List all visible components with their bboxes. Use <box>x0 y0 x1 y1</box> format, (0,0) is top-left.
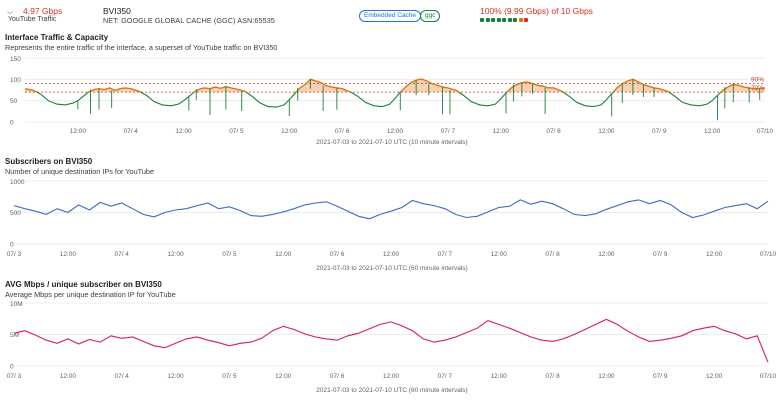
throughput-value: 4.97 Gbps <box>23 6 63 16</box>
x-tick-label: 12:00 <box>281 128 298 135</box>
x-tick-label: 12:00 <box>598 251 615 258</box>
y-tick-label: 10M <box>10 301 23 308</box>
x-tick-label: 07/ 7 <box>441 128 456 135</box>
threshold-label: 90% <box>751 77 764 84</box>
x-tick-label: 12:00 <box>491 373 508 380</box>
y-tick-label: 5M <box>10 332 19 339</box>
y-tick-label: 0 <box>10 242 14 249</box>
x-tick-label: 07/ 8 <box>545 373 560 380</box>
y-tick-label: 150 <box>10 56 21 63</box>
x-tick-label: 07/10 <box>757 128 774 135</box>
avg-mbps-chart[interactable]: 10M 5M 0 07/ 3 12:00 07/ 4 12:00 07/ 5 12:00 07/ … <box>0 298 780 398</box>
x-tick-label: 07/ 3 <box>7 251 22 258</box>
y-tick-label: 500 <box>10 210 21 217</box>
x-tick-label: 12:00 <box>167 373 184 380</box>
x-tick-label: 07/ 9 <box>653 373 668 380</box>
utilization-block <box>491 18 495 22</box>
x-tick-label: 12:00 <box>598 128 615 135</box>
utilization-blocks <box>480 18 530 24</box>
x-tick-label: 07/ 8 <box>546 128 561 135</box>
subscribers-section-title: Subscribers on BVI350 <box>5 157 93 166</box>
x-tick-label: 07/10 <box>760 251 777 258</box>
avg-mbps-section-title: AVG Mbps / unique subscriber on BVI350 <box>5 280 162 289</box>
x-tick-label: 12:00 <box>60 373 77 380</box>
x-tick-label: 07/ 4 <box>114 251 129 258</box>
x-tick-label: 12:00 <box>275 251 292 258</box>
y-tick-label: 50 <box>10 98 18 105</box>
x-tick-label: 12:00 <box>383 373 400 380</box>
x-tick-label: 07/ 7 <box>438 251 453 258</box>
x-tick-label: 12:00 <box>704 128 721 135</box>
x-tick-label: 12:00 <box>383 251 400 258</box>
y-tick-label: 1000 <box>10 179 25 186</box>
x-tick-label: 07/ 6 <box>330 251 345 258</box>
x-tick-label: 12:00 <box>706 373 723 380</box>
traffic-capacity-chart[interactable]: 150 100 50 0 12:00 07/ 4 12:00 07/ 5 12:00 07/ 6 1… <box>0 52 780 150</box>
subscribers-section-subtitle: Number of unique destination IPs for You… <box>5 167 155 176</box>
x-tick-label: 12:00 <box>493 128 510 135</box>
x-tick-label: 07/ 5 <box>229 128 244 135</box>
throughput-label: YouTube Traffic <box>8 16 57 23</box>
y-tick-label: 0 <box>10 364 14 371</box>
x-tick-label: 07/ 4 <box>114 373 129 380</box>
utilization-block <box>524 18 528 22</box>
x-tick-label: 12:00 <box>387 128 404 135</box>
traffic-line-over <box>25 78 765 93</box>
x-tick-label: 12:00 <box>175 128 192 135</box>
x-tick-label: 07/ 5 <box>222 373 237 380</box>
subscribers-line <box>13 199 769 220</box>
x-tick-label: 07/ 6 <box>335 128 350 135</box>
subscribers-chart[interactable]: 1000 500 0 07/ 3 12:00 07/ 4 12:00 07/ 5 12:00 07… <box>0 176 780 276</box>
x-tick-label: 07/ 9 <box>652 128 667 135</box>
avg-mbps-line <box>13 318 769 363</box>
chart-footer: 2021-07-03 to 2021-07-10 UTC (10 minute … <box>316 139 467 146</box>
y-tick-label: 0 <box>10 120 14 127</box>
avg-mbps-section-subtitle: Average Mbps per unique destination IP f… <box>5 290 176 299</box>
utilization-block <box>485 18 490 22</box>
x-tick-label: 07/ 8 <box>545 251 560 258</box>
x-tick-label: 07/ 9 <box>653 251 668 258</box>
utilization-block <box>480 18 484 22</box>
chevron-down-icon[interactable]: ⌵ <box>7 7 14 16</box>
x-tick-label: 12:00 <box>706 251 723 258</box>
x-tick-label: 07/10 <box>760 373 777 380</box>
x-tick-label: 07/ 7 <box>438 373 453 380</box>
network-info: NET: GOOGLE GLOBAL CACHE (GGC) ASN:65535 <box>103 16 275 25</box>
x-tick-label: 12:00 <box>167 251 184 258</box>
traffic-section-subtitle: Represents the entire traffic of the int… <box>5 43 278 52</box>
chart-footer: 2021-07-03 to 2021-07-10 UTC (60 minute … <box>316 387 467 394</box>
x-tick-label: 07/ 5 <box>222 251 237 258</box>
traffic-section-title: Interface Traffic & Capacity <box>5 33 109 42</box>
embedded-cache-chip[interactable]: Embedded Cache <box>359 10 422 22</box>
interface-name: BVI350 <box>103 6 131 16</box>
x-tick-label: 12:00 <box>70 128 87 135</box>
utilization-block <box>496 18 501 22</box>
y-tick-label: 100 <box>10 77 21 84</box>
interface-header: ⌵ 4.97 Gbps YouTube Traffic BVI350 NET: … <box>0 0 780 30</box>
x-tick-label: 12:00 <box>491 251 508 258</box>
x-tick-label: 07/ 6 <box>330 373 345 380</box>
x-tick-label: 12:00 <box>275 373 292 380</box>
x-tick-label: 07/ 3 <box>7 373 22 380</box>
utilization-block <box>507 18 512 22</box>
x-tick-label: 07/ 4 <box>123 128 138 135</box>
utilization-block <box>518 18 523 22</box>
utilization-block <box>502 18 506 22</box>
capacity-utilization: 100% (9.99 Gbps) of 10 Gbps <box>480 6 593 16</box>
x-tick-label: 12:00 <box>598 373 615 380</box>
chart-footer: 2021-07-03 to 2021-07-10 UTC (60 minute … <box>316 265 467 272</box>
ggc-chip[interactable]: ggc <box>420 10 441 22</box>
x-tick-label: 12:00 <box>60 251 77 258</box>
utilization-block <box>513 18 517 22</box>
